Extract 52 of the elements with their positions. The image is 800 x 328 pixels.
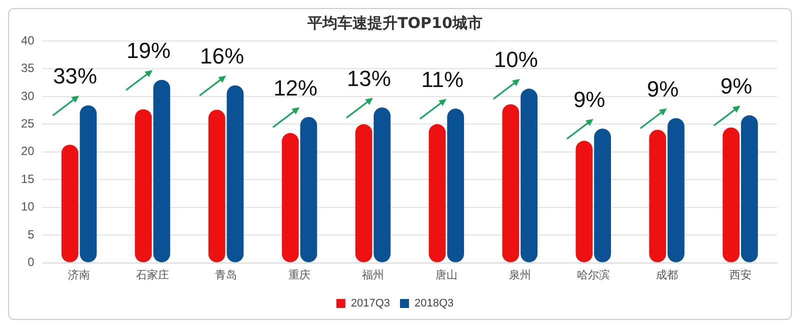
bar: [300, 116, 318, 262]
y-tick-label: 40: [20, 33, 35, 48]
bar: [355, 124, 372, 262]
x-tick-label: 福州: [362, 268, 384, 282]
y-tick-label: 30: [20, 88, 35, 103]
bar: [722, 128, 740, 262]
y-tick-label: 15: [20, 172, 35, 186]
y-tick-label: 10: [20, 200, 35, 214]
bar: [502, 104, 520, 262]
annotation: 16%: [200, 44, 244, 69]
x-tick-label: 哈尔滨: [576, 268, 610, 282]
chart-title: 平均车速提升TOP10城市: [306, 14, 482, 32]
y-tick-label: 35: [20, 61, 35, 76]
bar: [741, 115, 758, 262]
bar: [226, 85, 244, 262]
annotation: 10%: [494, 47, 538, 72]
y-tick-label: 5: [28, 227, 35, 242]
y-tick-label: 25: [20, 116, 35, 130]
bar: [594, 128, 611, 262]
y-tick-label: 0: [28, 255, 35, 270]
legend-label: 2018Q3: [414, 298, 454, 310]
bar: [208, 110, 226, 262]
bar: [61, 144, 78, 262]
x-tick-label: 唐山: [435, 268, 458, 282]
bar: [520, 88, 538, 262]
bar: [668, 118, 684, 262]
x-tick-label: 西安: [729, 268, 752, 282]
annotation: 9%: [646, 76, 679, 102]
annotation: 11%: [421, 66, 464, 92]
bar: [428, 124, 446, 262]
annotation: 13%: [346, 66, 391, 91]
x-tick-label: 成都: [656, 268, 678, 282]
annotation: 9%: [573, 86, 606, 112]
bar: [649, 130, 666, 262]
x-tick-label: 济南: [68, 268, 90, 282]
annotation: 33%: [53, 64, 98, 89]
bar: [576, 140, 593, 262]
x-tick-label: 石家庄: [136, 268, 170, 282]
bar: [374, 108, 391, 262]
bar: [80, 105, 97, 262]
legend-label: 2017Q3: [350, 298, 390, 310]
bar: [282, 133, 299, 262]
x-tick-label: 青岛: [215, 268, 238, 282]
x-tick-label: 泉州: [508, 268, 531, 282]
annotation: 19%: [126, 38, 171, 64]
x-tick-label: 重庆: [288, 268, 310, 282]
annotation: 9%: [720, 74, 752, 99]
y-tick-label: 20: [20, 144, 35, 158]
bar: [134, 109, 152, 262]
bar: [447, 108, 464, 262]
annotation: 12%: [273, 75, 318, 100]
bar: [153, 80, 170, 262]
